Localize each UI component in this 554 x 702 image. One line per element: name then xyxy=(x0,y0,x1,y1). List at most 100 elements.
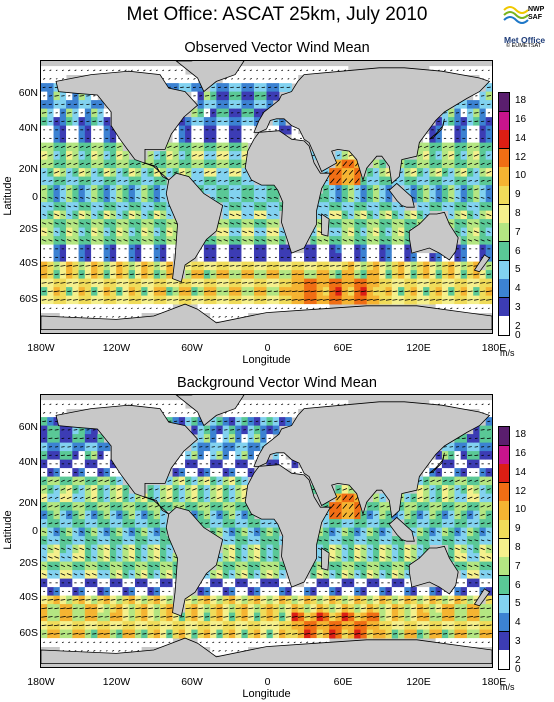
wind-vector xyxy=(55,197,59,199)
wind-vector xyxy=(367,265,373,267)
wind-vector xyxy=(86,179,90,182)
wind-vector xyxy=(91,299,97,301)
wind-vector xyxy=(210,633,216,635)
wind-vector xyxy=(261,188,266,191)
wind-vector xyxy=(105,188,109,191)
wind-vector xyxy=(261,230,266,233)
wind-vector xyxy=(223,547,228,551)
wind-vector xyxy=(167,213,172,216)
wind-vector xyxy=(92,162,97,165)
wind-vector xyxy=(366,282,373,284)
wind-vector xyxy=(85,624,91,627)
wind-vector xyxy=(224,641,227,644)
wind-vector xyxy=(154,162,159,165)
wind-vector xyxy=(324,205,328,208)
wind-vector xyxy=(297,273,304,276)
wind-vector xyxy=(111,188,115,191)
wind-vector xyxy=(236,145,241,148)
wind-vector xyxy=(167,171,172,174)
wind-vector xyxy=(242,530,247,533)
wind-vector xyxy=(49,69,52,72)
wind-vector xyxy=(154,564,159,567)
wind-vector xyxy=(72,599,79,601)
wind-vector xyxy=(317,222,322,225)
wind-vector xyxy=(273,299,279,301)
wind-vector xyxy=(204,624,210,627)
wind-vector xyxy=(155,188,159,191)
wind-vector xyxy=(54,513,59,516)
wind-vector xyxy=(136,179,141,182)
wind-vector xyxy=(67,188,72,191)
wind-vector xyxy=(136,239,141,242)
wind-vector xyxy=(105,650,108,652)
wind-vector xyxy=(105,641,108,644)
wind-vector xyxy=(367,273,373,276)
wind-vector xyxy=(360,290,367,293)
wind-vector xyxy=(192,162,197,165)
wind-vector xyxy=(154,282,160,284)
wind-vector xyxy=(229,607,235,610)
wind-vector xyxy=(442,273,448,276)
wind-vector xyxy=(392,239,398,242)
wind-vector xyxy=(392,213,397,216)
wind-vector xyxy=(110,564,116,568)
wind-vector xyxy=(311,273,316,276)
wind-vector xyxy=(223,222,228,225)
wind-vector xyxy=(417,282,423,284)
wind-vector xyxy=(230,522,234,525)
wind-vector xyxy=(267,420,272,423)
wind-vector xyxy=(223,616,229,618)
wind-vector xyxy=(411,265,417,267)
wind-vector xyxy=(42,505,47,508)
wind-vector xyxy=(204,162,210,165)
wind-vector xyxy=(185,282,191,284)
wind-vector xyxy=(142,290,147,293)
wind-vector xyxy=(418,188,422,191)
wind-vector xyxy=(148,505,153,508)
wind-vector xyxy=(98,556,103,559)
wind-vector xyxy=(474,239,479,242)
wind-vector xyxy=(173,290,178,293)
wind-vector xyxy=(136,196,140,199)
wind-vector xyxy=(217,633,222,635)
wind-vector xyxy=(148,556,153,559)
wind-vector xyxy=(123,513,128,516)
wind-vector xyxy=(198,496,203,499)
wind-vector xyxy=(229,547,235,551)
wind-vector xyxy=(142,505,147,508)
wind-vector xyxy=(323,239,329,242)
wind-vector xyxy=(129,273,134,276)
wind-vector xyxy=(274,120,278,123)
wind-vector xyxy=(91,265,98,267)
wind-vector xyxy=(243,69,246,72)
wind-vector xyxy=(217,564,222,568)
wind-vector xyxy=(437,154,441,157)
wind-vector xyxy=(186,162,191,165)
wind-vector xyxy=(160,616,166,618)
wind-vector xyxy=(122,273,129,276)
wind-vector xyxy=(148,205,153,208)
wind-vector xyxy=(297,616,304,618)
wind-vector xyxy=(436,282,442,284)
wind-vector xyxy=(79,265,85,267)
wind-vector xyxy=(68,641,71,644)
wind-vector xyxy=(430,154,435,157)
wind-vector xyxy=(312,641,315,644)
wind-vector xyxy=(92,564,97,568)
wind-vector xyxy=(148,607,154,610)
wind-vector xyxy=(285,282,291,284)
wind-vector xyxy=(380,162,385,165)
wind-vector xyxy=(54,505,59,508)
wind-vector xyxy=(48,437,53,440)
wind-vector xyxy=(66,496,72,500)
wind-vector xyxy=(74,307,77,310)
wind-vector xyxy=(105,307,108,310)
wind-vector xyxy=(254,282,260,284)
wind-vector xyxy=(123,547,128,551)
wind-vector xyxy=(97,265,104,267)
wind-vector xyxy=(386,213,392,217)
wind-vector xyxy=(61,556,65,559)
wind-vector xyxy=(474,290,479,293)
wind-vector xyxy=(111,650,115,652)
wind-vector xyxy=(229,273,235,276)
